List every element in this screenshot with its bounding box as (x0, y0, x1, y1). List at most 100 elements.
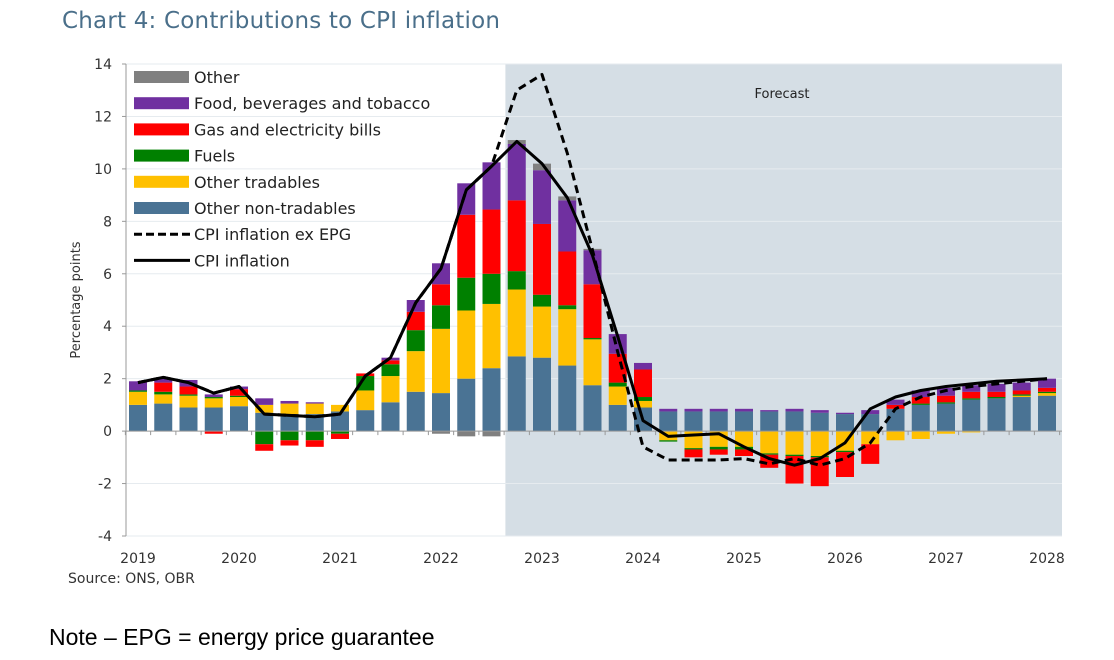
bar-segment-gas-and-electricity-bills (280, 440, 299, 446)
legend: Other Food, beverages and tobacco Gas and … (134, 68, 430, 270)
bar-segment-other-non-tradables (937, 403, 955, 432)
x-tick-label: 2025 (726, 551, 762, 567)
bar-segment-food-beverages-and-tobacco (482, 162, 501, 210)
bar-segment-gas-and-electricity-bills (154, 382, 173, 392)
bar-segment-other-tradables (129, 391, 147, 405)
legend-swatch (134, 123, 189, 136)
bar-segment-other-tradables (634, 400, 652, 408)
bar-segment-fuels (179, 394, 198, 396)
bar-segment-fuels (356, 376, 375, 391)
y-tick-label: 10 (94, 162, 112, 178)
bar-segment-gas-and-electricity-bills (886, 404, 905, 409)
bar-segment-food-beverages-and-tobacco (583, 250, 602, 285)
bar-segment-gas-and-electricity-bills (911, 397, 930, 404)
bar-segment-food-beverages-and-tobacco (305, 402, 324, 404)
bar-segment-fuels (659, 440, 678, 442)
x-tick-label: 2019 (120, 551, 156, 567)
bar-segment-other-non-tradables (179, 407, 198, 432)
bar-segment-other-non-tradables (1012, 397, 1031, 432)
bar-segment-fuels (482, 273, 501, 304)
bar-segment-other-non-tradables (507, 356, 526, 432)
legend-swatch (134, 175, 189, 188)
bar-segment-gas-and-electricity-bills (204, 431, 223, 434)
bar-segment-food-beverages-and-tobacco (810, 410, 829, 413)
bar-segment-gas-and-electricity-bills (937, 395, 955, 403)
bar-segment-other-non-tradables (962, 399, 981, 432)
bar-segment-gas-and-electricity-bills (1038, 387, 1056, 392)
y-tick-label: 8 (103, 214, 112, 230)
bar-segment-other-tradables (962, 431, 981, 433)
bar-segment-fuels (230, 395, 248, 398)
bar-segment-food-beverages-and-tobacco (861, 410, 880, 415)
bar-segment-other-non-tradables (659, 411, 678, 432)
bar-segment-other-tradables (785, 431, 804, 455)
bar-segment-other (432, 431, 450, 434)
bar-segment-fuels (432, 305, 450, 329)
bar-segment-gas-and-electricity-bills (583, 284, 602, 339)
bar-segment-other-non-tradables (533, 357, 551, 432)
y-tick-label: 2 (103, 372, 112, 388)
bar-segment-food-beverages-and-tobacco (558, 200, 577, 252)
bar-segment-other-tradables (432, 328, 450, 394)
x-tick-label: 2020 (221, 551, 257, 567)
bar-segment-other-tradables (886, 431, 905, 441)
bar-segment-fuels (937, 402, 955, 404)
bar-segment-other-non-tradables (129, 404, 147, 432)
bar-segment-gas-and-electricity-bills (1012, 390, 1031, 395)
bar-segment-other-non-tradables (432, 393, 450, 432)
bar-segment-other-non-tradables (861, 414, 880, 432)
bar-segment-other-non-tradables (760, 411, 779, 432)
bar-segment-gas-and-electricity-bills (255, 444, 274, 451)
bar-segment-fuels (204, 397, 223, 399)
bar-segment-fuels (406, 330, 425, 352)
bar-segment-gas-and-electricity-bills (432, 284, 450, 306)
source-note: Source: ONS, OBR (68, 571, 195, 587)
bar-segment-other-tradables (507, 289, 526, 357)
bar-segment-food-beverages-and-tobacco (709, 408, 728, 412)
bar-segment-other-non-tradables (583, 385, 602, 432)
bar-segment-other-non-tradables (785, 411, 804, 432)
chart-title: Chart 4: Contributions to CPI inflation (62, 8, 501, 34)
bar-segment-other (482, 431, 501, 437)
bar-segment-fuels (987, 397, 1006, 399)
bar-segment-fuels (457, 277, 476, 311)
bar-segment-food-beverages-and-tobacco (760, 410, 779, 412)
legend-label: Fuels (194, 147, 235, 166)
bar-segment-other-non-tradables (684, 411, 703, 432)
bar-segment-other-non-tradables (154, 403, 173, 432)
bar-segment-other-non-tradables (482, 368, 501, 432)
bar-segment-gas-and-electricity-bills (558, 251, 577, 306)
bar-segment-other-non-tradables (911, 404, 930, 432)
y-tick-label: -2 (98, 477, 112, 493)
bar-segment-gas-and-electricity-bills (482, 209, 501, 274)
x-tick-label: 2028 (1029, 551, 1065, 567)
y-axis-title: Percentage points (69, 241, 84, 358)
bar-segment-fuels (533, 294, 551, 307)
x-tick-label: 2024 (625, 551, 661, 567)
bar-segment-fuels (280, 431, 299, 441)
bar-segment-other-tradables (583, 339, 602, 386)
legend-swatch (134, 97, 189, 110)
bar-segment-other-tradables (558, 309, 577, 366)
bar-segment-food-beverages-and-tobacco (684, 408, 703, 412)
bar-segment-other-tradables (179, 395, 198, 408)
legend-label: CPI inflation ex EPG (194, 225, 351, 244)
bar-segment-food-beverages-and-tobacco (507, 143, 526, 201)
bar-segment-food-beverages-and-tobacco (1012, 382, 1031, 391)
bar-segment-other-non-tradables (709, 411, 728, 432)
bar-segment-gas-and-electricity-bills (634, 369, 652, 398)
y-tick-label: 12 (94, 109, 112, 125)
bar-segment-fuels (255, 431, 274, 445)
bar-segment-other-tradables (937, 431, 955, 434)
bar-segment-fuels (911, 403, 930, 405)
footnote: Note – EPG = energy price guarantee (49, 624, 435, 650)
bar-segment-gas-and-electricity-bills (406, 311, 425, 331)
bar-segment-gas-and-electricity-bills (684, 449, 703, 458)
bar-segment-food-beverages-and-tobacco (129, 381, 147, 391)
bar-segment-gas-and-electricity-bills (533, 223, 551, 295)
bar-segment-gas-and-electricity-bills (457, 214, 476, 278)
bar-segment-fuels (634, 397, 652, 401)
y-tick-label: -4 (98, 529, 112, 545)
bar-segment-other (533, 163, 551, 171)
series-lines (137, 73, 1048, 467)
